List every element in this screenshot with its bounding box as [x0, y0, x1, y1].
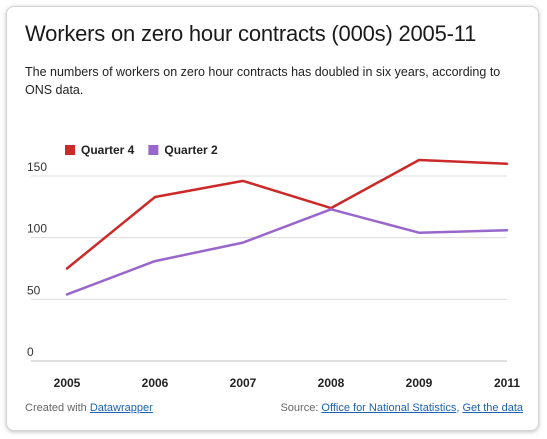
legend-swatch-quarter-2 — [148, 145, 159, 155]
line-chart: 0 50 100 150 2005 2006 2007 2008 2009 2011 Quarter… — [27, 143, 520, 390]
x-tick-label-2006: 2006 — [142, 376, 169, 390]
series-line-quarter-4 — [65, 158, 509, 270]
chart-subtitle: The numbers of workers on zero hour cont… — [25, 65, 501, 97]
y-tick-label-100: 100 — [27, 222, 47, 236]
y-tick-label-0: 0 — [27, 345, 34, 359]
x-tick-label-2009: 2009 — [406, 376, 433, 390]
get-the-data-link[interactable]: Get the data — [462, 402, 523, 414]
footer-source: Source: Office for National Statistics, … — [280, 402, 523, 414]
legend-label-quarter-4: Quarter 4 — [81, 143, 135, 157]
legend-swatch-quarter-4 — [65, 145, 75, 155]
datawrapper-link[interactable]: Datawrapper — [89, 402, 153, 414]
y-tick-label-50: 50 — [27, 283, 41, 297]
source-separator: , — [456, 402, 463, 414]
x-tick-label-2011: 2011 — [494, 376, 520, 390]
y-tick-label-150: 150 — [27, 160, 47, 174]
created-with-text: Created with — [25, 402, 90, 414]
series-line-quarter-2 — [65, 208, 509, 296]
ons-source-link[interactable]: Office for National Statistics — [321, 402, 457, 414]
x-tick-label-2008: 2008 — [318, 376, 345, 390]
legend-label-quarter-2: Quarter 2 — [164, 143, 218, 157]
x-tick-label-2005: 2005 — [54, 376, 81, 390]
source-prefix-text: Source: — [280, 402, 322, 414]
x-tick-label-2007: 2007 — [230, 376, 257, 390]
chart-card: Workers on zero hour contracts (000s) 20… — [6, 6, 539, 431]
chart-title: Workers on zero hour contracts (000s) 20… — [25, 21, 477, 46]
footer-credit: Created with Datawrapper — [25, 402, 153, 414]
